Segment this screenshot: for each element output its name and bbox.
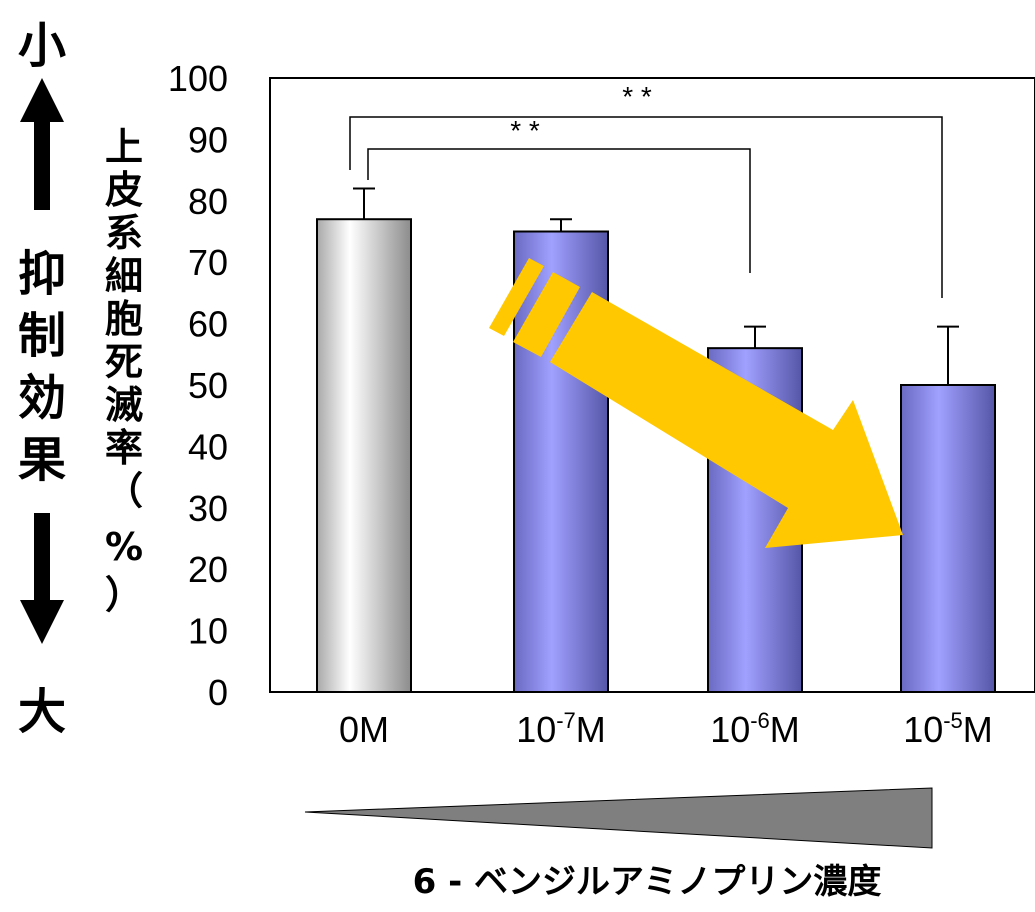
scale-middle-char: 果 (18, 432, 66, 488)
bar (900, 384, 996, 693)
bar (316, 218, 412, 693)
y-tick-label: 40 (188, 426, 228, 467)
y-title-char: 皮 (105, 168, 143, 212)
plot-frame (269, 77, 1035, 693)
y-tick-label: 50 (188, 365, 228, 406)
scale-middle-char: 制 (18, 308, 66, 364)
significance-label: * * (622, 81, 652, 112)
y-title-char: 系 (105, 211, 143, 255)
y-axis-title: 上皮系細胞死滅率（%） (105, 125, 143, 617)
y-title-char: （ (105, 469, 143, 513)
down-arrow-icon (20, 513, 64, 644)
scale-middle-char: 抑 (18, 246, 66, 302)
error-bars-layer (353, 187, 959, 385)
y-title-char: 細 (105, 254, 143, 298)
y-tick-label: 30 (188, 488, 228, 529)
scale-middle-char: 効 (18, 370, 66, 426)
x-tick-labels: 0M 10-7M 10-6M 10-5M (339, 708, 993, 750)
y-tick-label: 0 (208, 672, 228, 713)
error-bar (550, 218, 572, 232)
y-title-char: 率 (105, 426, 143, 470)
x-tick-label: 10-5M (903, 708, 993, 750)
scale-bottom-label: 大 (18, 684, 66, 740)
y-title-char: % (105, 525, 143, 569)
y-title-char: 胞 (105, 297, 143, 341)
y-title-char: ） (105, 573, 143, 617)
error-bar (937, 325, 959, 385)
significance-bracket: * * (349, 81, 943, 298)
y-tick-label: 60 (188, 304, 228, 345)
y-tick-label: 90 (188, 119, 228, 160)
significance-layer: * * * * (349, 81, 943, 298)
y-tick-label: 10 (188, 611, 228, 652)
significance-label: * * (510, 115, 540, 146)
y-tick-labels: 0 10 20 30 40 50 60 70 80 90 100 (168, 58, 228, 713)
x-axis-title: 6 - ベンジルアミノプリン濃度 (413, 862, 882, 902)
decrease-trend-arrow-icon (489, 258, 903, 548)
significance-bracket: * * (367, 115, 751, 273)
scale-top-label: 小 (18, 18, 66, 74)
concentration-gradient-wedge (304, 787, 933, 849)
y-tick-label: 20 (188, 549, 228, 590)
effect-scale: 小 抑制効果 大 (18, 18, 66, 740)
y-tick-label: 70 (188, 242, 228, 283)
y-title-char: 滅 (105, 383, 143, 427)
x-tick-label: 10-7M (516, 708, 606, 750)
y-title-char: 上 (105, 125, 143, 169)
scale-middle-label: 抑制効果 (18, 246, 66, 488)
x-tick-label: 10-6M (710, 708, 800, 750)
x-tick-label: 0M (339, 709, 389, 750)
error-bar (353, 187, 375, 220)
bars-layer (316, 218, 996, 693)
error-bar (744, 325, 766, 349)
y-title-char: 死 (105, 340, 143, 384)
y-tick-label: 100 (168, 58, 228, 99)
up-arrow-icon (20, 78, 64, 210)
y-tick-label: 80 (188, 181, 228, 222)
